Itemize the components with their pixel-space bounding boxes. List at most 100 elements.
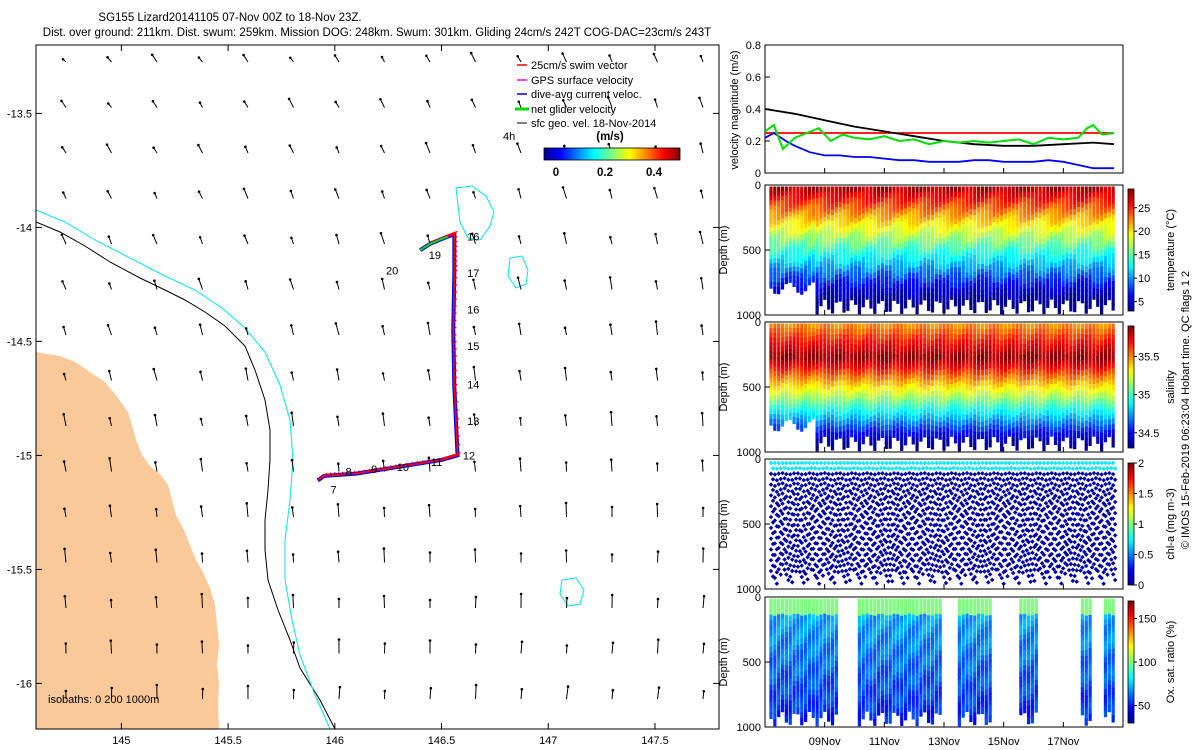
velocity-vector [610,593,614,609]
velocity-vector [520,687,524,700]
figure-title: SG155 Lizard20141105 07-Nov 00Z to 18-No… [98,12,361,24]
velocity-vector [700,276,704,290]
swim-vector [453,376,458,381]
velocity-vector [336,502,340,518]
velocity-vector [652,52,658,63]
map-legend: 25cm/s swim vector GPS surface velocity … [503,60,681,179]
velocity-vector [290,236,294,245]
velocity-vector [153,191,158,199]
velocity-vector [428,639,432,654]
swim-vector [454,400,459,405]
velocity-vector [107,235,112,245]
velocity-vector [337,638,341,654]
swim-vector [453,305,458,309]
legend-swim: 25cm/s swim vector [517,60,628,72]
legend-sfc: sfc geo. vel. 18-Nov-2014 [517,118,656,130]
velocity-vector [654,367,658,381]
velocity-vector [425,188,431,199]
velocity-vector [108,504,112,518]
legend-net-label: net glider velocity [531,104,616,116]
velocity-vector [62,460,67,472]
velocity-vector [108,551,112,563]
velocity-vector [472,190,476,199]
velocity-vector [606,96,613,108]
velocity-vector [610,505,614,518]
velocity-vector [427,503,431,518]
velocity-vector [383,642,387,654]
velocity-vector [242,53,249,63]
velocity-vector [197,277,203,290]
day-label: 8 [345,466,351,478]
profile-panel-chl-a: 0 500 1000 Depth (m) 0 0.5 1 1.5 2 chl-a (mg m-3) [718,454,1177,596]
profile-ytick-label: 0 [755,454,761,466]
profile-ytick-label: 500 [743,657,761,669]
swim-vector [453,245,458,250]
velocity-vector [609,235,613,245]
swim-vector [453,298,458,302]
profile-field-oxygen [769,598,1115,727]
velocity-vector [564,461,568,472]
velocity-vector [334,100,340,108]
colorbar-tick-label: 2 [1138,458,1144,470]
velocity-vector [656,597,660,609]
velocity-vector [561,186,567,199]
velocity-vector [427,416,431,427]
swim-vector [339,471,344,476]
velocity-vector [154,595,158,609]
velocity-vector [152,146,158,154]
map-ytick-label: -15.5 [7,564,32,576]
velocity-vector [609,370,613,381]
velocity-vector [64,689,68,700]
map-ytick-label: -14.5 [7,336,32,348]
reef-patch-3 [559,577,585,607]
legend-swim-label: 25cm/s swim vector [531,60,628,72]
velocity-vector [199,457,203,472]
velocity-vector [333,54,340,63]
velocity-vector [244,280,249,290]
velocity-vector [611,688,615,700]
velocity-vector [153,279,158,290]
time-tick-label: 09Nov [809,736,841,748]
map-panel: 16 17 16 15 14 13 12 11 10 9 87 19 20 145 145.5 146 146… [7,44,720,747]
velocity-vector [109,598,113,609]
velocity-vector [154,548,158,563]
velocity-vector [655,462,659,472]
profile-ylabel: Depth (m) [718,226,730,275]
swim-vector [371,467,376,472]
velocity-vector [654,280,658,290]
legend-gps-label: GPS surface velocity [531,75,634,87]
swim-vector [453,250,458,254]
time-tick-label: 15Nov [988,736,1020,748]
map-ytick-label: -16 [16,678,32,690]
isobath-200 [36,221,336,729]
colorbar-tick-label: 50 [1138,701,1150,713]
velocity-vector [197,190,203,199]
velocity-vector [428,598,432,608]
velocity-vector [198,235,203,245]
swim-vector [343,471,348,475]
swim-vector [455,426,460,431]
legend-sfc-label: sfc geo. vel. 18-Nov-2014 [531,118,656,130]
colorbar-tick-label: 15 [1138,250,1150,262]
velocity-vector [564,549,568,563]
velocity-vector [379,144,385,154]
velocity-vector [62,325,67,336]
velocity-vector [609,323,613,336]
velocity-vector [516,142,522,154]
velocity-vector [61,280,67,290]
profile-ylabel: Depth (m) [718,500,730,549]
swim-vector [361,469,365,474]
velocity-vector [381,372,385,381]
swim-vector [425,459,429,463]
time-tick-label: 11Nov [869,736,900,748]
velocity-vector [200,552,204,563]
swim-vector [453,283,458,288]
swim-vector [453,383,458,388]
velocity-vector [200,640,204,654]
profile-ytick-label: 500 [743,245,761,257]
colorbar-tick-0: 0 [553,167,559,179]
legend-dac-label: dive-avg current veloc. [531,89,642,101]
velocity-vector [60,233,67,245]
velocity-vector [519,592,523,609]
